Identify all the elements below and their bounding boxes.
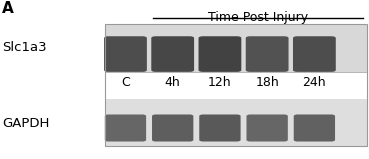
Text: Time Post Injury: Time Post Injury [208,11,308,24]
Text: 18h: 18h [255,76,279,89]
Bar [105,99,367,146]
Bar [105,24,367,72]
FancyBboxPatch shape [246,114,288,142]
Text: GAPDH: GAPDH [2,117,49,130]
FancyBboxPatch shape [152,114,193,142]
FancyBboxPatch shape [199,114,241,142]
FancyBboxPatch shape [104,36,147,72]
Text: A: A [2,1,14,16]
Text: 24h: 24h [303,76,326,89]
Text: 4h: 4h [165,76,180,89]
Text: 12h: 12h [208,76,232,89]
FancyBboxPatch shape [105,114,146,142]
FancyBboxPatch shape [293,36,336,72]
FancyBboxPatch shape [151,36,194,72]
Text: Slc1a3: Slc1a3 [2,41,46,54]
Text: C: C [121,76,130,89]
FancyBboxPatch shape [294,114,335,142]
FancyBboxPatch shape [246,36,289,72]
FancyBboxPatch shape [199,36,241,72]
Bar [105,24,367,146]
